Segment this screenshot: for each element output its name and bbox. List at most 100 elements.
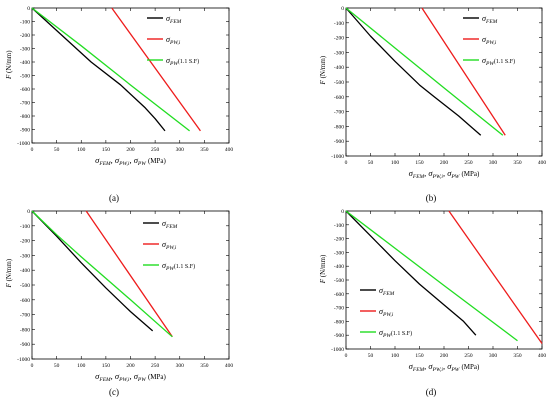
x-tick-label: 250 [464, 353, 473, 359]
y-tick-label: -400 [334, 264, 344, 270]
chart-panel: 0 50 100 150 200 250 300 350 400 0 -100 -200 -300 -40… [319, 6, 546, 203]
x-tick-label: 350 [513, 160, 522, 166]
y-tick-label: -300 [334, 250, 344, 256]
chart-panel: 0 50 100 150 200 250 300 350 400 0 -100 -200 -300 -40… [5, 6, 233, 203]
series-line [345, 7, 504, 136]
y-tick-label: -400 [20, 268, 30, 274]
y-tick-label: -1000 [17, 357, 30, 363]
legend-label: σPW(1.1 S.F) [379, 328, 412, 339]
x-tick-label: 300 [176, 363, 185, 369]
series-line [111, 7, 201, 132]
y-tick-label: -200 [20, 33, 30, 39]
x-tick-label: 100 [77, 363, 86, 369]
x-tick-label: 200 [126, 363, 135, 369]
panel-label: (d) [426, 387, 437, 397]
y-tick-label: 0 [27, 6, 30, 12]
chart-panel: 0 50 100 150 200 250 300 350 400 0 -100 -200 -300 -40… [5, 209, 233, 397]
legend-label: σPW(1.1 S.F) [162, 261, 195, 272]
y-tick-label: -300 [334, 50, 344, 56]
y-tick-label: 0 [341, 209, 344, 215]
y-axis-label: F (N/mm) [5, 258, 13, 288]
y-tick-label: -200 [334, 36, 344, 42]
x-tick-label: 100 [77, 147, 86, 153]
legend-label: σPW,i [482, 35, 497, 46]
x-tick-label: 250 [151, 363, 160, 369]
series-line [31, 210, 173, 338]
legend-label: σFEM [162, 219, 178, 230]
y-tick-label: -600 [334, 292, 344, 298]
series-line [31, 7, 166, 132]
y-tick-label: -1000 [331, 347, 344, 353]
y-tick-label: -400 [20, 60, 30, 66]
y-tick-label: -200 [20, 239, 30, 245]
y-tick-label: -1000 [17, 141, 30, 147]
y-tick-label: -600 [20, 298, 30, 304]
x-tick-label: 200 [126, 147, 135, 153]
x-axis-label: σFEM, σPW,i, σPW (MPa) [95, 155, 166, 167]
x-tick-label: 200 [440, 160, 449, 166]
x-tick-label: 50 [368, 353, 374, 359]
y-tick-label: 0 [341, 6, 344, 12]
x-tick-label: 250 [464, 160, 473, 166]
series-line [31, 210, 154, 332]
x-axis-label: σFEM, σPW,i, σPW (MPa) [95, 371, 166, 383]
plot-frame [345, 210, 543, 350]
y-tick-label: -600 [20, 87, 30, 93]
plot-frame [31, 7, 230, 144]
y-tick-label: -800 [20, 114, 30, 120]
series-line [448, 210, 543, 344]
legend-label: σFEM [166, 14, 182, 25]
y-tick-label: -900 [20, 342, 30, 348]
legend-label: σPW,i [379, 307, 394, 318]
x-tick-label: 50 [368, 160, 374, 166]
x-tick-label: 350 [513, 353, 522, 359]
y-tick-label: -100 [334, 21, 344, 27]
legend-label: σPW(1.1 S.F) [166, 56, 199, 67]
y-tick-label: -300 [20, 47, 30, 53]
x-tick-label: 0 [345, 353, 348, 359]
legend-label: σPW,i [162, 240, 177, 251]
x-tick-label: 350 [200, 147, 209, 153]
panel-label: (b) [426, 193, 437, 203]
series-line [345, 210, 477, 336]
x-tick-label: 400 [225, 147, 234, 153]
y-tick-label: 0 [27, 209, 30, 215]
y-tick-label: -1000 [331, 154, 344, 160]
y-axis-label: F (N/mm) [5, 50, 13, 80]
y-tick-label: -300 [20, 253, 30, 259]
x-tick-label: 250 [151, 147, 160, 153]
y-tick-label: -500 [20, 74, 30, 80]
y-tick-label: -700 [334, 306, 344, 312]
y-tick-label: -900 [334, 333, 344, 339]
x-tick-label: 150 [102, 363, 111, 369]
y-tick-label: -400 [334, 65, 344, 71]
x-tick-label: 400 [538, 160, 547, 166]
x-tick-label: 300 [489, 160, 498, 166]
legend-label: σPW(1.1 S.F) [482, 56, 515, 67]
series-line [85, 210, 173, 338]
legend-label: σPW,i [166, 35, 181, 46]
x-tick-label: 0 [31, 363, 34, 369]
x-axis-label: σFEM, σPW,i, σPW (MPa) [409, 168, 480, 180]
legend-label: σFEM [482, 14, 498, 25]
x-tick-label: 350 [200, 363, 209, 369]
plot-frame [31, 210, 230, 360]
chart-panel: 0 50 100 150 200 250 300 350 400 0 -100 -200 -300 -40… [319, 209, 546, 397]
y-tick-label: -500 [20, 283, 30, 289]
series-line [345, 210, 518, 342]
x-tick-label: 150 [415, 160, 424, 166]
plot-frame [345, 7, 543, 157]
y-tick-label: -200 [334, 237, 344, 243]
panel-label: (c) [109, 387, 119, 397]
x-tick-label: 400 [538, 353, 547, 359]
x-tick-label: 200 [440, 353, 449, 359]
y-tick-label: -100 [20, 224, 30, 230]
x-tick-label: 0 [31, 147, 34, 153]
x-tick-label: 0 [345, 160, 348, 166]
panel-label: (a) [109, 193, 119, 203]
y-axis-label: F (N/mm) [319, 254, 327, 284]
x-tick-label: 50 [54, 363, 60, 369]
y-tick-label: -100 [334, 223, 344, 229]
x-axis-label: σFEM, σPW,i, σPW (MPa) [409, 361, 480, 373]
